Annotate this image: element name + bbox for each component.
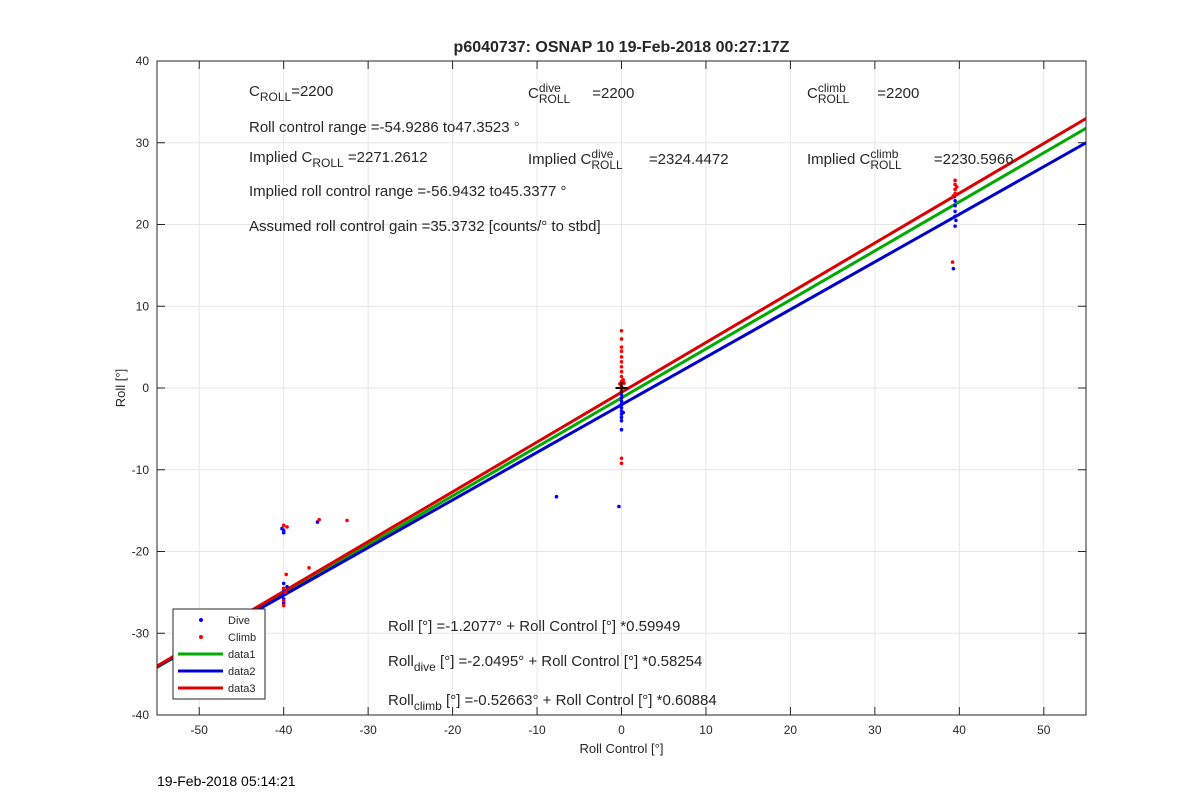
y-tick-label: -30 — [132, 626, 150, 640]
annotation-6: Implied Cclimb ROLL =2230.5966 — [807, 147, 1014, 172]
y-tick-label: -40 — [132, 708, 150, 722]
y-tick-label: 30 — [136, 136, 150, 150]
point-dive — [619, 396, 624, 400]
point-climb — [619, 360, 624, 364]
y-axis-label: Roll [°] — [113, 369, 128, 407]
point-dive — [619, 427, 624, 432]
point-dive — [281, 581, 286, 586]
x-tick-label: 10 — [699, 723, 713, 737]
annotation-7: Implied roll control range =-56.9432 to4… — [249, 183, 566, 200]
point-climb — [285, 525, 289, 529]
point-climb — [954, 185, 959, 189]
point-climb — [951, 194, 956, 198]
point-climb — [283, 590, 288, 595]
point-climb — [619, 456, 624, 461]
x-tick-label: -40 — [275, 723, 293, 737]
x-tick-label: 20 — [784, 723, 798, 737]
annotation-5: Implied Cdive ROLL =2324.4472 — [528, 147, 729, 172]
point-climb — [284, 572, 289, 577]
x-tick-label: 40 — [953, 723, 967, 737]
y-tick-label: 10 — [136, 299, 150, 313]
annotation-10: Rolldive [°] =-2.0495° + Roll Control [°… — [388, 653, 702, 674]
point-climb — [619, 337, 624, 341]
x-tick-label: 0 — [618, 723, 625, 737]
point-climb — [619, 369, 624, 374]
legend-label: data1 — [228, 649, 256, 661]
legend-marker — [199, 635, 203, 639]
point-dive — [619, 399, 624, 403]
point-climb — [953, 178, 957, 183]
point-dive — [619, 418, 624, 423]
point-dive — [621, 410, 625, 415]
annotation-0: CROLL=2200 — [249, 83, 333, 104]
y-tick-label: 20 — [136, 218, 150, 232]
point-climb — [622, 381, 626, 385]
point-dive — [281, 530, 286, 535]
point-dive — [617, 504, 621, 509]
print-timestamp: 19-Feb-2018 05:14:21 — [157, 773, 296, 789]
annotation-8: Assumed roll control gain =35.3732 [coun… — [249, 218, 601, 235]
legend-label: Dive — [228, 615, 250, 627]
x-tick-label: 50 — [1037, 723, 1051, 737]
annotation-4: Implied CROLL =2271.2612 — [249, 149, 428, 170]
point-dive — [953, 198, 957, 203]
x-tick-label: -20 — [444, 723, 462, 737]
point-climb — [619, 374, 624, 379]
point-climb — [281, 598, 286, 603]
point-dive — [285, 584, 289, 589]
point-climb — [619, 364, 624, 369]
legend-marker — [199, 618, 203, 622]
point-climb — [619, 349, 624, 354]
point-dive — [280, 526, 284, 531]
point-climb — [619, 461, 624, 466]
annotation-2: Cclimb ROLL =2200 — [807, 81, 919, 106]
x-tick-label: -30 — [359, 723, 377, 737]
point-dive — [953, 203, 957, 208]
point-climb — [619, 345, 624, 349]
y-tick-label: 0 — [142, 381, 149, 395]
legend-label: Climb — [228, 632, 256, 644]
y-tick-label: -20 — [132, 545, 150, 559]
x-tick-label: -50 — [191, 723, 209, 737]
point-dive — [953, 224, 957, 228]
point-dive — [953, 209, 957, 214]
point-dive — [951, 266, 956, 271]
point-climb — [345, 518, 349, 523]
annotation-11: Rollclimb [°] =-0.52663° + Roll Control … — [388, 692, 717, 713]
chart-title: p6040737: OSNAP 10 19-Feb-2018 00:27:17Z — [454, 39, 790, 56]
point-climb — [950, 260, 955, 264]
x-tick-label: -10 — [528, 723, 546, 737]
axes-box — [156, 60, 1087, 716]
point-climb — [281, 523, 286, 528]
annotation-9: Roll [°] =-1.2077° + Roll Control [°] *0… — [388, 618, 680, 635]
point-dive — [953, 214, 957, 219]
annotation-1: Cdive ROLL =2200 — [528, 81, 634, 106]
y-tick-label: -10 — [132, 463, 150, 477]
point-dive — [554, 494, 559, 499]
point-climb — [619, 355, 624, 359]
x-axis-label: Roll Control [°] — [580, 741, 664, 756]
point-climb — [307, 566, 311, 570]
point-climb — [281, 603, 286, 608]
point-dive — [619, 415, 624, 420]
annotation-3: Roll control range =-54.9286 to47.3523 ° — [249, 119, 520, 136]
legend-label: data2 — [228, 666, 256, 678]
point-dive — [954, 218, 958, 223]
point-climb — [619, 328, 624, 333]
point-climb — [281, 586, 286, 591]
point-climb — [621, 378, 625, 382]
plot-series — [157, 117, 1086, 669]
y-tick-label: 40 — [136, 54, 150, 68]
point-climb — [317, 517, 321, 522]
point-dive — [618, 404, 622, 408]
legend-label: data3 — [228, 683, 256, 695]
x-tick-label: 30 — [868, 723, 882, 737]
